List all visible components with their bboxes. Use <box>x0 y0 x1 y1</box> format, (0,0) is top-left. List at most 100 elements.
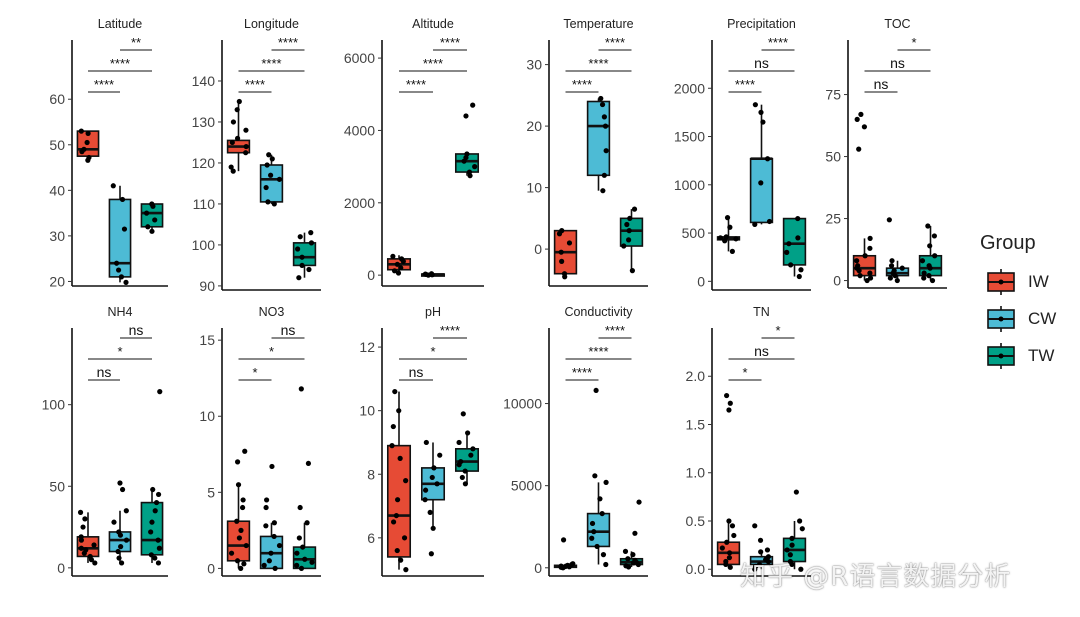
data-point <box>855 263 861 269</box>
y-tick-label: 1500 <box>674 129 705 145</box>
data-point <box>589 535 595 541</box>
data-point <box>889 258 895 264</box>
data-point <box>631 206 638 212</box>
box-iqr <box>292 242 317 267</box>
watermark-text: 知乎 @R语言数据分析 <box>740 562 1012 592</box>
box-iqr <box>749 157 774 224</box>
box-tw <box>782 489 807 572</box>
significance-label: **** <box>572 77 592 92</box>
significance-bracket: **** <box>238 56 305 72</box>
data-point <box>150 486 156 493</box>
y-tick-label: 50 <box>825 149 841 165</box>
y-tick-label: 140 <box>192 73 216 89</box>
data-point <box>899 265 905 271</box>
panel-title: NH4 <box>107 305 132 319</box>
panel-title: Precipitation <box>727 17 796 31</box>
box-iw <box>852 111 877 284</box>
data-point <box>243 127 249 133</box>
y-tick-label: 10000 <box>503 396 542 412</box>
data-point <box>854 258 860 264</box>
legend-label-tw: TW <box>1028 345 1055 365</box>
legend-key-part <box>998 316 1004 321</box>
legend-item-tw: TW <box>980 337 1075 374</box>
data-point <box>621 243 627 249</box>
data-point <box>297 504 303 511</box>
data-point <box>264 162 270 168</box>
data-point <box>465 430 471 436</box>
data-point <box>464 151 470 157</box>
legend-key-part <box>998 279 1004 284</box>
significance-bracket: * <box>238 344 305 360</box>
box-cw <box>420 271 446 278</box>
data-point <box>395 497 401 503</box>
panel-altitude: Altitude 0 2000 4000 6000 **** **** **** <box>344 17 484 287</box>
data-point <box>84 139 90 146</box>
data-point <box>921 270 927 276</box>
significance-label: **** <box>278 35 298 50</box>
data-point <box>296 275 302 281</box>
data-point <box>932 253 938 259</box>
data-point <box>717 235 724 241</box>
significance-label: **** <box>572 365 592 380</box>
significance-bracket: **** <box>238 77 272 93</box>
y-tick-label: 50 <box>49 137 65 153</box>
data-point <box>234 518 240 524</box>
data-point <box>115 267 122 273</box>
y-tick-label: 40 <box>49 182 65 198</box>
box-cw <box>259 152 284 207</box>
data-point <box>306 266 312 273</box>
data-point <box>468 452 474 458</box>
significance-bracket: * <box>897 35 931 51</box>
data-point <box>92 560 98 566</box>
legend-item-iw: IW <box>980 263 1075 300</box>
data-point <box>298 386 304 392</box>
significance-label: **** <box>406 77 426 92</box>
data-point <box>795 235 801 241</box>
data-point <box>243 150 249 156</box>
data-point <box>394 261 400 267</box>
data-point <box>264 497 270 503</box>
data-point <box>625 556 631 562</box>
significance-bracket: **** <box>433 35 467 51</box>
data-point <box>155 537 161 543</box>
data-point <box>229 139 235 146</box>
data-point <box>396 408 402 414</box>
significance-bracket: ns <box>728 343 795 360</box>
significance-bracket: **** <box>399 77 433 93</box>
data-point <box>766 218 773 225</box>
significance-bracket: **** <box>399 56 467 72</box>
data-point <box>265 199 271 205</box>
y-tick-label: 0 <box>367 267 375 283</box>
data-point <box>430 525 436 531</box>
data-point <box>239 504 246 511</box>
box-iw <box>226 448 251 571</box>
significance-label: **** <box>735 77 755 92</box>
data-point <box>78 128 84 134</box>
significance-label: **** <box>605 323 625 338</box>
data-point <box>422 497 428 503</box>
y-tick-label: 0 <box>207 560 215 576</box>
data-point <box>593 387 599 394</box>
data-point <box>87 553 93 560</box>
data-point <box>78 534 84 540</box>
data-point <box>733 236 739 242</box>
data-point <box>919 258 926 264</box>
data-point <box>437 452 443 458</box>
data-point <box>149 228 155 234</box>
significance-label: **** <box>588 344 608 359</box>
data-point <box>894 277 900 284</box>
data-point <box>758 180 764 186</box>
significance-bracket: **** <box>565 77 599 93</box>
data-point <box>793 489 799 495</box>
data-point <box>603 148 609 154</box>
legend-key-glyph <box>987 305 1015 332</box>
data-point <box>403 567 409 573</box>
data-point <box>603 561 609 568</box>
data-point <box>302 556 308 562</box>
data-point <box>81 146 87 152</box>
significance-bracket: **** <box>271 35 305 51</box>
data-point <box>858 111 864 117</box>
data-point <box>462 481 468 487</box>
data-point <box>632 530 638 536</box>
